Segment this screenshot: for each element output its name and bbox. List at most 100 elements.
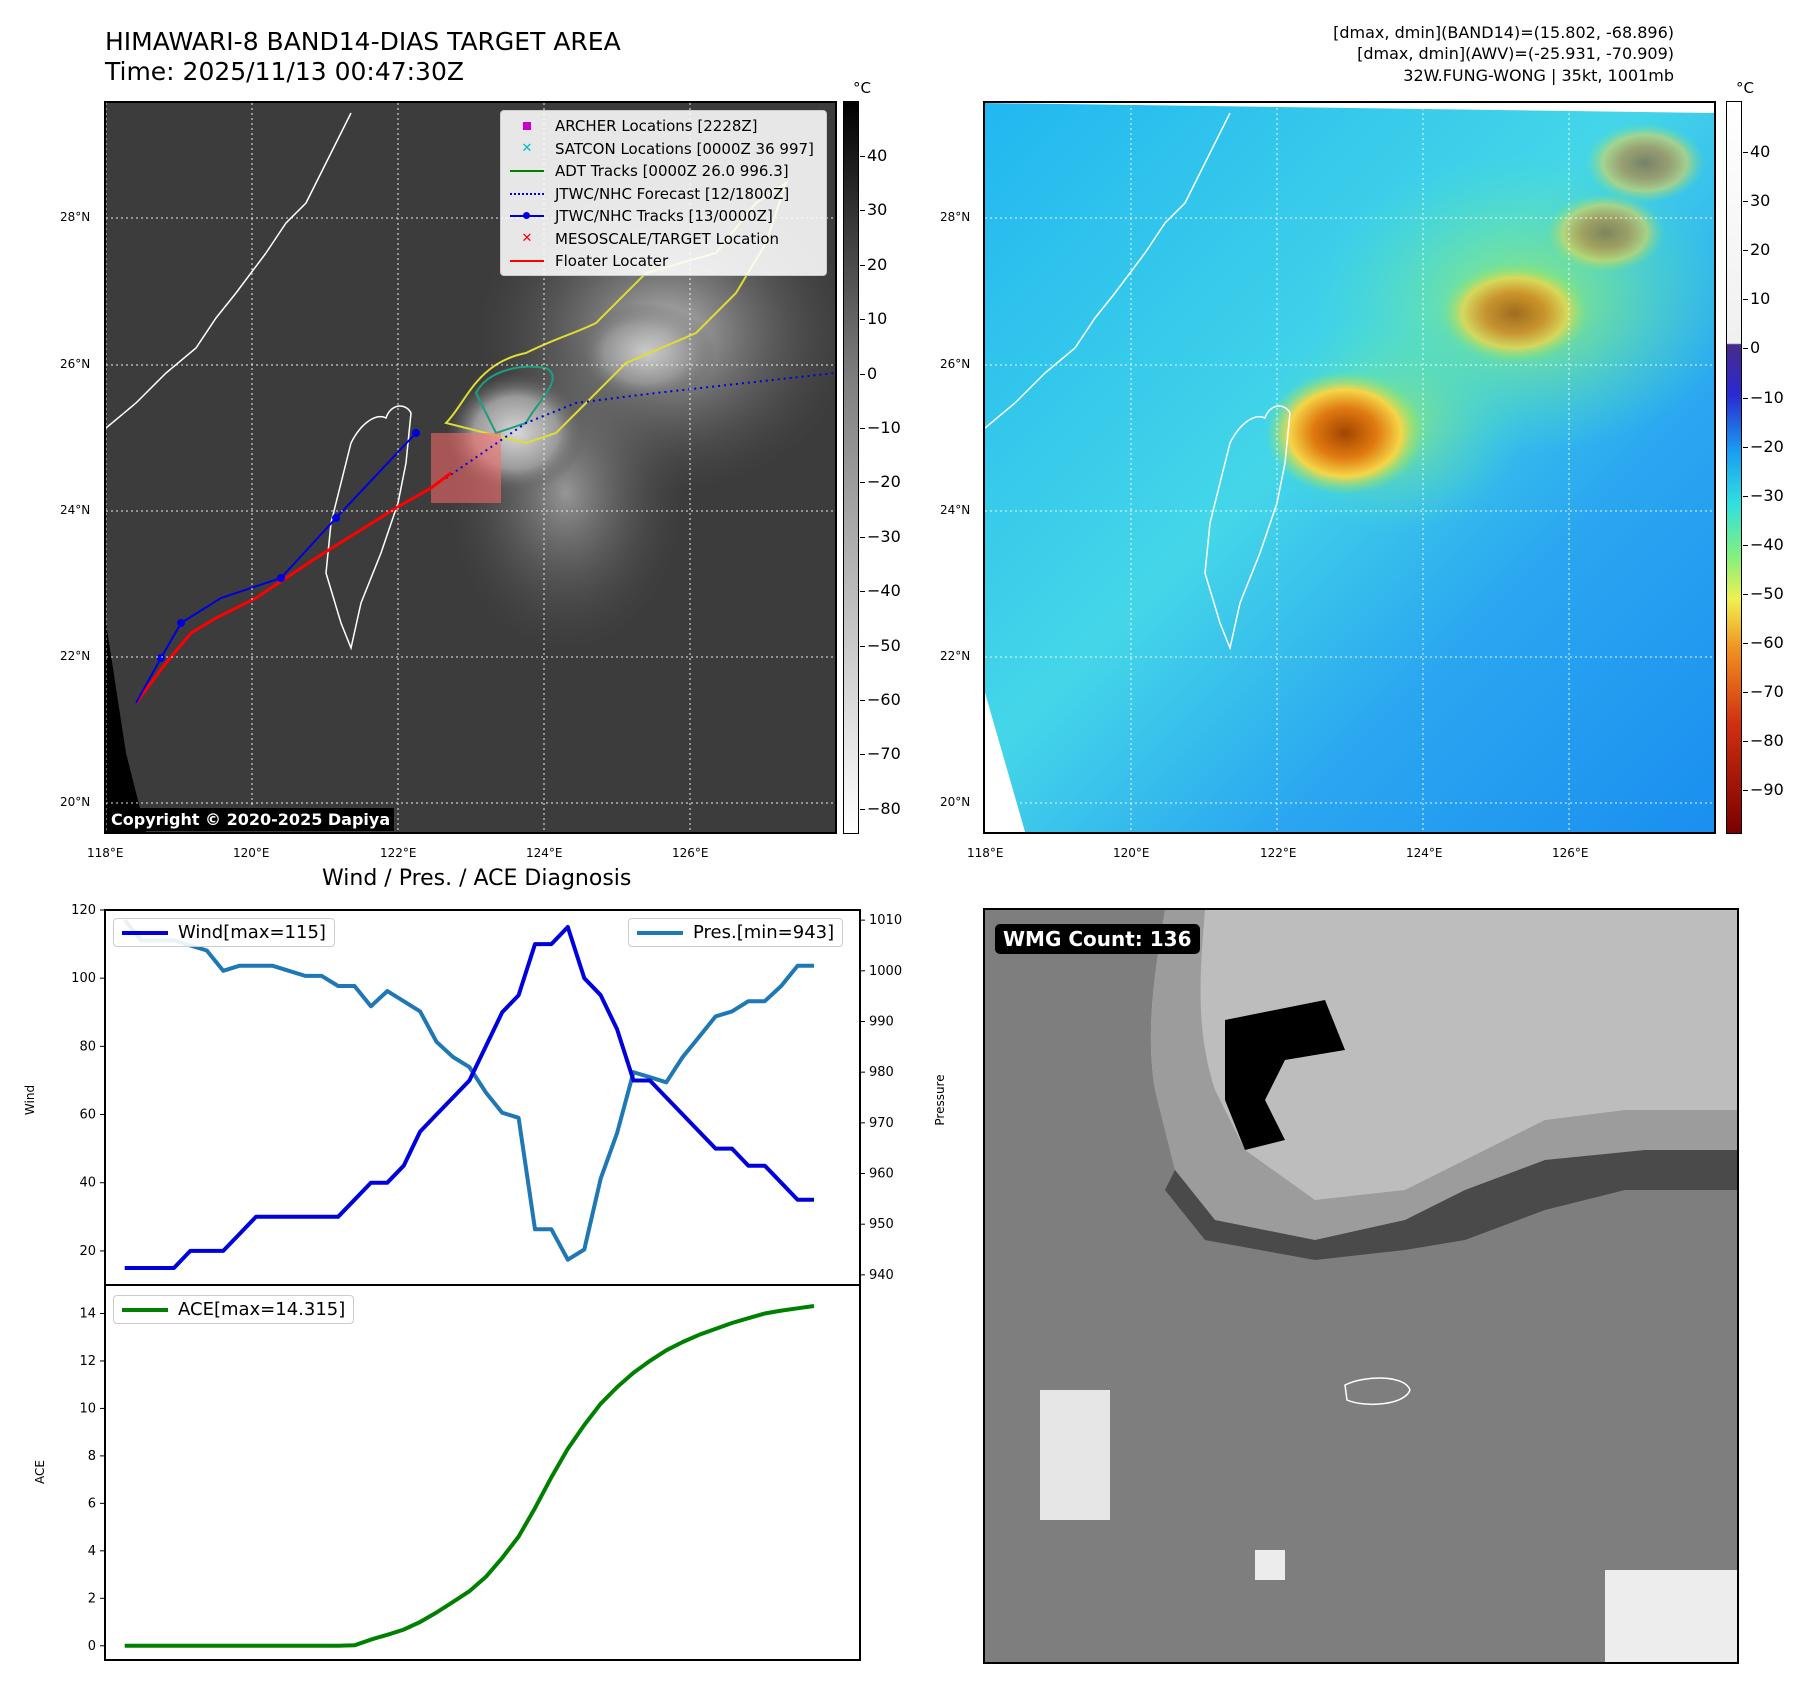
colorbar-tick-label: −60 bbox=[867, 690, 901, 709]
legend-item-jtwc-tracks: JTWC/NHC Tracks [13/0000Z] bbox=[507, 205, 820, 228]
awv-colorbar bbox=[1726, 101, 1742, 834]
colorbar-tick-label: −30 bbox=[1750, 485, 1784, 505]
legend-label: Pres.[min=943] bbox=[693, 922, 835, 943]
lat-label: 20°N bbox=[940, 795, 971, 809]
colorbar-tick bbox=[860, 428, 865, 429]
colorbar-tick bbox=[1743, 790, 1748, 792]
colorbar-tick-label: −90 bbox=[1750, 780, 1784, 800]
line-dot-icon bbox=[507, 209, 547, 223]
wind-tick-label: 120 bbox=[71, 903, 96, 918]
colorbar-tick bbox=[860, 700, 865, 701]
band14-colorbar bbox=[843, 101, 859, 834]
diagnosis-chart: 2040608010012094095096097098099010001010… bbox=[23, 903, 947, 1661]
square-marker-icon bbox=[507, 119, 547, 133]
wind-tick-label: 40 bbox=[79, 1176, 96, 1191]
legend-label: ACE[max=14.315] bbox=[178, 1299, 346, 1320]
wmg-panel-svg bbox=[985, 910, 1737, 1662]
colorbar-tick bbox=[1743, 692, 1748, 694]
colorbar-tick bbox=[1743, 741, 1748, 743]
lat-label: 22°N bbox=[940, 649, 971, 663]
series-line-pres bbox=[123, 918, 814, 1262]
legend-item-satcon: ✕ SATCON Locations [0000Z 36 997] bbox=[507, 138, 820, 161]
lon-label: 120°E bbox=[1113, 846, 1150, 860]
ace-tick-label: 2 bbox=[88, 1591, 96, 1606]
legend-line-icon bbox=[122, 1307, 168, 1312]
colorbar-tick-label: −10 bbox=[867, 418, 901, 437]
chart-title: HIMAWARI-8 BAND14-DIAS TARGET AREA bbox=[105, 27, 621, 56]
colorbar-tick-label: −30 bbox=[867, 526, 901, 546]
info-band14: [dmax, dmin](BAND14)=(15.802, -68.896) bbox=[1333, 23, 1674, 42]
colorbar-tick-label: 30 bbox=[1750, 191, 1771, 211]
lat-label: 26°N bbox=[940, 357, 971, 371]
colorbar-tick bbox=[1743, 495, 1748, 497]
awv-map-svg bbox=[985, 103, 1714, 832]
colorbar-tick-label: −20 bbox=[867, 472, 901, 492]
legend-label: Floater Locater bbox=[555, 252, 669, 271]
wmg-panel: WMG Count: 136 bbox=[983, 908, 1739, 1664]
legend-line-icon bbox=[122, 930, 168, 935]
ace-tick-label: 6 bbox=[88, 1496, 96, 1511]
lon-label: 124°E bbox=[526, 846, 563, 860]
colorbar-tick-label: −40 bbox=[867, 581, 901, 601]
colorbar-tick-label: −80 bbox=[1750, 731, 1784, 751]
legend-item-jtwc-forecast: JTWC/NHC Forecast [12/1800Z] bbox=[507, 183, 820, 206]
lat-label: 24°N bbox=[60, 503, 91, 517]
lat-label: 22°N bbox=[60, 649, 91, 663]
colorbar-tick-label: −50 bbox=[867, 635, 901, 655]
wind-tick-label: 80 bbox=[79, 1039, 96, 1054]
lon-label: 118°E bbox=[87, 846, 124, 860]
dotted-line-icon bbox=[507, 187, 547, 201]
ace-axes: 0 2 4 6 8 10 12 14 bbox=[79, 1284, 861, 1661]
series-line-ace bbox=[124, 1304, 815, 1648]
colorbar-tick-label: 0 bbox=[1750, 338, 1761, 358]
legend-line-icon bbox=[637, 930, 683, 935]
colorbar-tick-label: 40 bbox=[867, 146, 888, 165]
legend-item-archer: ARCHER Locations [2228Z] bbox=[507, 115, 820, 138]
awv-map bbox=[983, 101, 1716, 834]
wind-tick-label: 60 bbox=[79, 1108, 96, 1123]
ace-tick-label: 8 bbox=[88, 1449, 96, 1464]
colorbar-tick-label: −10 bbox=[1750, 387, 1784, 407]
ace-tick-label: 12 bbox=[79, 1354, 96, 1369]
lat-label: 28°N bbox=[60, 210, 91, 224]
colorbar-tick bbox=[860, 808, 865, 810]
pressure-tick-label: 960 bbox=[869, 1167, 894, 1182]
lon-label: 124°E bbox=[1406, 846, 1443, 860]
legend-label: JTWC/NHC Forecast [12/1800Z] bbox=[555, 184, 790, 203]
colorbar-tick bbox=[860, 754, 865, 756]
x-marker-icon: ✕ bbox=[521, 231, 533, 247]
legend-label: JTWC/NHC Tracks [13/0000Z] bbox=[555, 207, 773, 226]
colorbar-tick bbox=[860, 645, 865, 647]
colorbar-tick bbox=[860, 482, 865, 484]
wind-tick-label: 100 bbox=[71, 971, 96, 986]
legend-label: MESOSCALE/TARGET Location bbox=[555, 229, 780, 248]
ace-tick-label: 10 bbox=[79, 1401, 96, 1416]
colorbar-tick bbox=[1743, 348, 1748, 350]
colorbar-tick-label: −20 bbox=[1750, 436, 1784, 456]
colorbar-tick bbox=[860, 264, 865, 266]
chart-time: Time: 2025/11/13 00:47:30Z bbox=[105, 57, 464, 86]
line-marker-icon bbox=[507, 254, 547, 268]
colorbar-tick-label: −60 bbox=[1750, 633, 1784, 652]
colorbar-tick bbox=[860, 210, 865, 212]
lon-label: 118°E bbox=[967, 846, 1004, 860]
wmg-count-badge: WMG Count: 136 bbox=[995, 924, 1200, 954]
colorbar-tick bbox=[1743, 643, 1748, 644]
ace-axes-frame bbox=[104, 1284, 861, 1661]
colorbar-tick bbox=[1743, 250, 1748, 252]
pressure-tick-label: 980 bbox=[869, 1065, 894, 1080]
legend-label: ADT Tracks [0000Z 26.0 996.3] bbox=[555, 162, 789, 181]
pressure-tick-label: 1000 bbox=[869, 964, 902, 979]
colorbar-tick-label: 10 bbox=[1750, 289, 1771, 309]
colorbar-tick-label: 0 bbox=[867, 363, 878, 383]
pressure-tick-label: 940 bbox=[869, 1268, 894, 1283]
colorbar-tick bbox=[860, 591, 865, 593]
pressure-tick-label: 1010 bbox=[869, 913, 902, 928]
info-storm: 32W.FUNG-WONG | 35kt, 1001mb bbox=[1403, 66, 1674, 85]
colorbar-tick-label: −40 bbox=[1750, 534, 1784, 554]
pressure-legend: Pres.[min=943] bbox=[628, 918, 844, 947]
ace-axis-label: ACE bbox=[33, 1460, 47, 1484]
colorbar-tick-label: 10 bbox=[867, 309, 888, 329]
wind-pressure-axes: 20 40 60 80 100 120 940 950 960 970 980 990 1000 1010 bbox=[71, 903, 902, 1286]
colorbar-tick-label: −70 bbox=[867, 744, 901, 764]
